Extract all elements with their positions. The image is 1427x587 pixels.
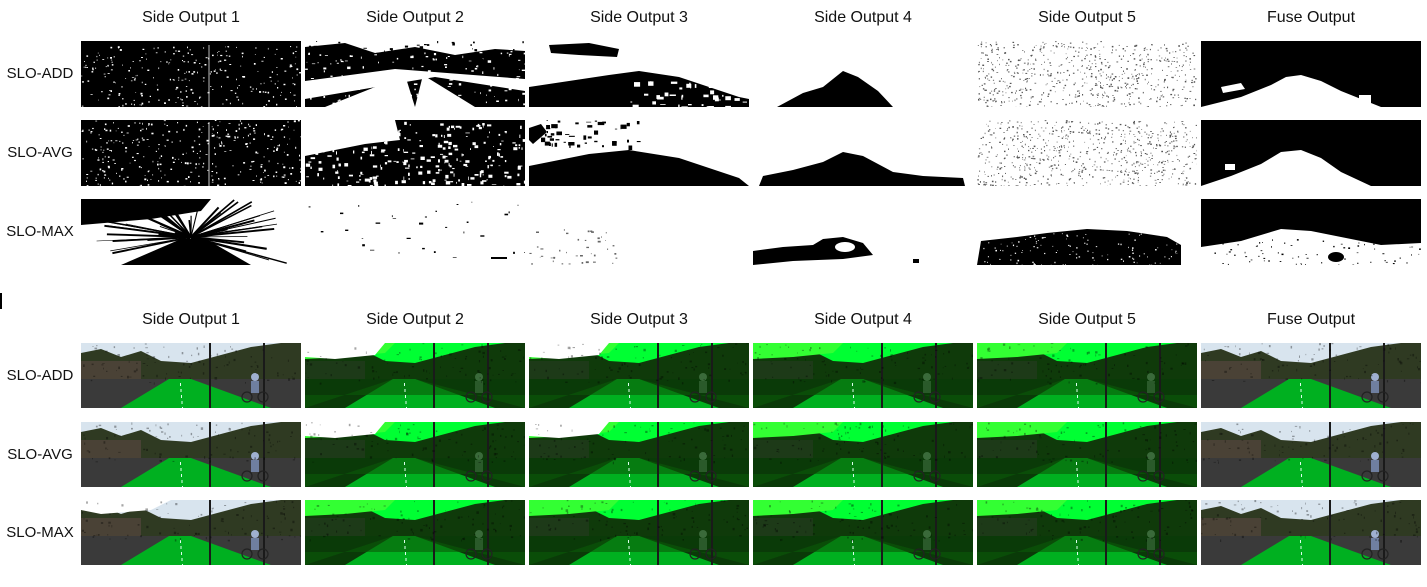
mask-image [977,41,1197,107]
column-header: Side Output 5 [1038,9,1136,26]
column-header: Side Output 4 [814,311,912,328]
overlay-image [977,500,1197,565]
column-header: Side Output 3 [590,311,688,328]
binary-mask-graphic [753,41,973,107]
binary-mask-graphic [529,41,749,107]
road-scene-graphic [529,422,749,487]
mask-image [305,120,525,186]
binary-mask-graphic [305,199,525,265]
overlay-image [977,422,1197,487]
column-header: Side Output 2 [366,9,464,26]
binary-mask-graphic [305,41,525,107]
road-scene-graphic [753,343,973,408]
road-scene-graphic [305,500,525,565]
road-scene-graphic [81,343,301,408]
mask-image [305,199,525,265]
mask-image [753,41,973,107]
column-header: Fuse Output [1266,9,1356,26]
mask-image [529,120,749,186]
binary-mask-graphic [81,41,301,107]
overlay-image [753,500,973,565]
road-scene-graphic [977,422,1197,487]
row-label: SLO-AVG [7,445,73,463]
binary-mask-graphic [977,41,1197,107]
mask-image [305,41,525,107]
row-label: SLO-MAX [6,223,74,240]
mask-image [81,199,301,265]
road-scene-graphic [1201,343,1421,408]
overlay-image [753,422,973,487]
road-scene-graphic [977,500,1197,565]
mask-image [81,41,301,107]
mask-image [1201,120,1421,186]
mask-image [81,120,301,186]
overlay-image [529,422,749,487]
column-header: Side Output 1 [142,9,240,26]
overlay-image [305,422,525,487]
column-header: Side Output 1 [142,311,240,328]
road-scene-graphic [1201,422,1421,487]
binary-mask-graphic [305,120,525,186]
overlay-image [977,343,1197,408]
mask-image [753,199,973,265]
binary-mask-graphic [753,120,973,186]
column-header: Side Output 5 [1038,311,1136,328]
binary-mask-graphic [1201,41,1421,107]
overlay-image [529,500,749,565]
binary-mask-graphic [753,199,973,265]
column-header: Side Output 2 [366,311,464,328]
column-header: Side Output 4 [814,9,912,26]
binary-mask-graphic [1201,120,1421,186]
road-scene-graphic [81,500,301,565]
mask-image [977,199,1197,265]
road-scene-graphic [529,343,749,408]
overlay-image [1201,500,1421,565]
row-label: SLO-MAX [6,523,74,541]
road-scene-graphic [753,500,973,565]
overlay-image [81,422,301,487]
overlay-image [753,343,973,408]
mask-image [529,41,749,107]
mask-image [977,120,1197,186]
road-scene-graphic [305,422,525,487]
mask-image [529,199,749,265]
road-scene-graphic [81,422,301,487]
overlay-image [305,500,525,565]
row-label: SLO-AVG [7,144,73,161]
overlay-image [305,343,525,408]
column-header: Side Output 3 [590,9,688,26]
road-scene-graphic [753,422,973,487]
row-label: SLO-ADD [6,65,74,82]
mask-image [753,120,973,186]
road-scene-graphic [1201,500,1421,565]
mask-image [1201,199,1421,265]
column-header: Fuse Output [1266,311,1356,328]
mask-image [1201,41,1421,107]
binary-mask-graphic [529,120,749,186]
overlay-image [81,500,301,565]
overlay-image [1201,422,1421,487]
binary-mask-graphic [977,199,1197,265]
overlay-image [81,343,301,408]
road-scene-graphic [529,500,749,565]
road-scene-graphic [305,343,525,408]
panel-separator-mark [0,293,2,309]
binary-mask-graphic [529,199,749,265]
row-label: SLO-ADD [6,366,74,384]
road-scene-graphic [977,343,1197,408]
overlay-image [1201,343,1421,408]
binary-mask-graphic [1201,199,1421,265]
binary-mask-graphic [81,120,301,186]
overlay-image [529,343,749,408]
binary-mask-graphic [81,199,301,265]
binary-mask-graphic [977,120,1197,186]
